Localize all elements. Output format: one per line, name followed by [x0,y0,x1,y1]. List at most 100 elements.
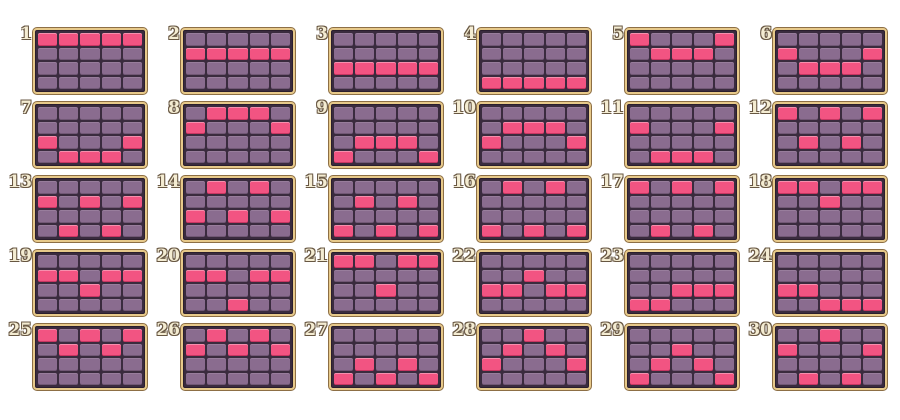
payline-card: 19 [2,246,150,320]
payline-cell [693,121,713,134]
payline-cell [651,136,671,149]
payline-cell [80,298,100,311]
payline-cell [566,107,586,120]
payline-cell [503,224,523,237]
payline-cell-active [841,181,861,194]
payline-cell-active [59,33,79,46]
payline-cell [545,329,565,342]
payline-cell-active [101,269,121,282]
payline-cell-active [270,269,290,282]
payline-cell [122,224,142,237]
payline-cell [59,255,79,268]
payline-cell-active [672,150,692,163]
payline-cell [482,210,502,223]
payline-cell [566,47,586,60]
payline-cell [714,136,734,149]
payline-cell-active [862,181,882,194]
payline-cell-active [651,47,671,60]
payline-number: 19 [8,246,32,266]
payline-cell [355,284,375,297]
payline-cell [418,33,438,46]
payline-cell [503,329,523,342]
payline-cell [545,358,565,371]
payline-cell [228,181,248,194]
payline-cell [334,269,354,282]
payline-cell [862,358,882,371]
payline-cell-active [566,284,586,297]
payline-cell [778,136,798,149]
payline-cell [862,255,882,268]
payline-cell [186,150,206,163]
payline-cell [397,47,417,60]
payline-cell-active [122,33,142,46]
payline-cell [693,210,713,223]
payline-cell [228,358,248,371]
payline-cell [418,284,438,297]
payline-cell [376,33,396,46]
payline-cell [101,210,121,223]
payline-cell [397,107,417,120]
payline-cell-active [566,136,586,149]
payline-cell [820,181,840,194]
payline-cell-active [376,284,396,297]
payline-cell [693,107,713,120]
payline-cell [693,269,713,282]
payline-cell [186,329,206,342]
payline-cell [672,298,692,311]
payline-cell [59,76,79,89]
payline-card: 29 [594,320,742,394]
payline-cell-active [566,358,586,371]
payline-board [477,176,591,242]
payline-cell [630,343,650,356]
payline-cell-active [714,372,734,385]
payline-cell [693,136,713,149]
payline-cell-active [503,76,523,89]
payline-cell [841,284,861,297]
payline-cell-active [334,255,354,268]
payline-number: 30 [748,320,772,340]
payline-card: 14 [150,172,298,246]
payline-cell [355,150,375,163]
payline-cell [334,121,354,134]
payline-cell [249,298,269,311]
payline-cell-active [186,210,206,223]
payline-cell-active [714,121,734,134]
payline-cell [397,343,417,356]
payline-cell [59,372,79,385]
payline-cell [820,76,840,89]
payline-cell-active [376,372,396,385]
payline-cell [566,181,586,194]
payline-cell-active [270,121,290,134]
payline-number: 9 [316,98,328,118]
payline-card: 1 [2,24,150,98]
payline-card: 8 [150,98,298,172]
payline-cell-active [841,136,861,149]
payline-cell [397,329,417,342]
payline-cell [524,195,544,208]
payline-cell [693,195,713,208]
payline-cell [249,150,269,163]
payline-cell [376,76,396,89]
payline-cell [672,255,692,268]
payline-cell [651,210,671,223]
payline-board [773,28,887,94]
payline-board [33,28,147,94]
payline-cell [186,224,206,237]
payline-cell [799,195,819,208]
payline-cell [545,269,565,282]
payline-cell [503,47,523,60]
payline-cell [545,210,565,223]
payline-number: 15 [304,172,328,192]
payline-cell [862,150,882,163]
payline-cell [503,269,523,282]
payline-cell-active [778,107,798,120]
payline-number: 1 [20,24,32,44]
payline-cell [820,121,840,134]
payline-cell [820,136,840,149]
payline-cell [778,255,798,268]
payline-number: 24 [748,246,772,266]
payline-cell-active [376,62,396,75]
payline-cell [228,284,248,297]
payline-cell [672,62,692,75]
payline-cell [841,343,861,356]
